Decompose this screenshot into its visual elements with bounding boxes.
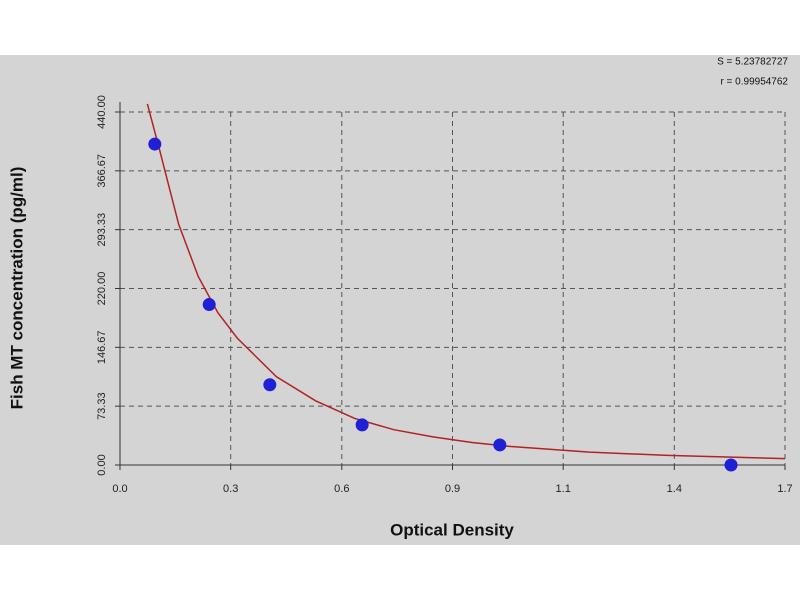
data-point bbox=[724, 458, 738, 472]
chart-background bbox=[0, 55, 800, 545]
data-point bbox=[355, 418, 369, 432]
x-tick-label: 0.6 bbox=[334, 483, 349, 495]
data-point bbox=[493, 438, 507, 452]
y-tick-label: 293.33 bbox=[96, 213, 108, 247]
data-point bbox=[148, 137, 162, 151]
y-tick-label: 146.67 bbox=[96, 331, 108, 365]
y-tick-label: 73.33 bbox=[96, 392, 108, 420]
data-point bbox=[263, 378, 277, 392]
x-tick-label: 1.7 bbox=[777, 483, 792, 495]
x-tick-label: 0.3 bbox=[223, 483, 238, 495]
annotation: S = 5.23782727 bbox=[717, 57, 788, 68]
x-tick-label: 1.4 bbox=[667, 483, 682, 495]
fit-curve bbox=[146, 103, 786, 460]
y-tick-label: 366.67 bbox=[96, 154, 108, 188]
x-tick-label: 0.0 bbox=[112, 483, 127, 495]
data-point bbox=[202, 298, 216, 312]
x-axis-title: Optical Density bbox=[390, 520, 514, 539]
annotation: r = 0.99954762 bbox=[720, 77, 788, 88]
y-tick-label: 440.00 bbox=[96, 95, 108, 129]
x-tick-label: 1.1 bbox=[556, 483, 571, 495]
x-tick-label: 0.9 bbox=[445, 483, 460, 495]
y-axis-title: Fish MT concentration (pg/ml) bbox=[7, 167, 26, 410]
y-tick-label: 220.00 bbox=[96, 272, 108, 306]
y-tick-label: 0.00 bbox=[96, 454, 108, 475]
